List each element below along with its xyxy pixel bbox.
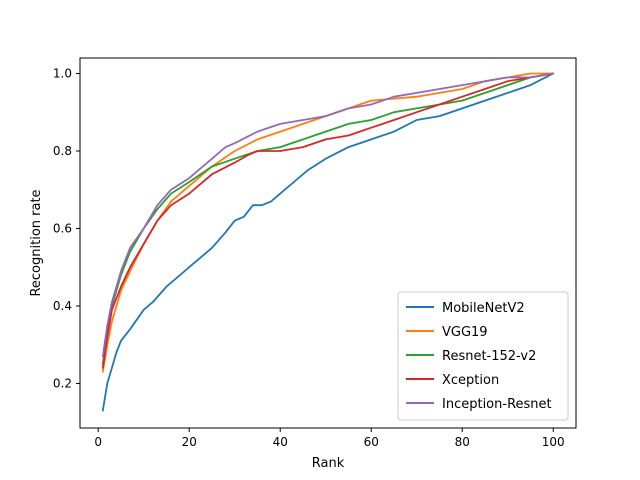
legend-label: VGG19 (442, 325, 488, 340)
x-tick-label: 80 (455, 435, 470, 449)
y-axis-ticks: 0.2 0.4 0.6 0.8 1.0 (53, 66, 80, 390)
y-tick-label: 1.0 (53, 66, 72, 80)
y-tick-label: 0.2 (53, 376, 72, 390)
x-tick-label: 20 (182, 435, 197, 449)
series-line-3 (101, 72, 555, 365)
x-axis-ticks: 0 20 40 60 80 100 (94, 428, 565, 449)
series-line-1 (101, 72, 555, 412)
x-axis-label: Rank (312, 456, 345, 471)
series-line-5 (101, 72, 555, 358)
y-tick-label: 0.8 (53, 144, 72, 158)
legend-label: Resnet-152-v2 (442, 349, 536, 364)
legend: MobileNetV2 VGG19 Resnet-152-v2 Xception Inc… (397, 291, 569, 421)
x-tick-label: 100 (542, 435, 565, 449)
y-axis-label: Recognition rate (29, 189, 44, 296)
legend-box (397, 291, 569, 421)
series-line-2 (101, 72, 555, 373)
y-tick-label: 0.6 (53, 221, 72, 235)
x-tick-label: 60 (364, 435, 379, 449)
axes-frame (79, 57, 577, 429)
x-tick-label: 0 (94, 435, 102, 449)
series-lines (101, 72, 555, 412)
legend-label: Xception (442, 373, 499, 388)
y-tick-label: 0.4 (53, 299, 72, 313)
legend-label: Inception-Resnet (442, 397, 552, 412)
x-tick-label: 40 (273, 435, 288, 449)
series-line-4 (101, 72, 555, 369)
legend-label: MobileNetV2 (442, 301, 525, 316)
